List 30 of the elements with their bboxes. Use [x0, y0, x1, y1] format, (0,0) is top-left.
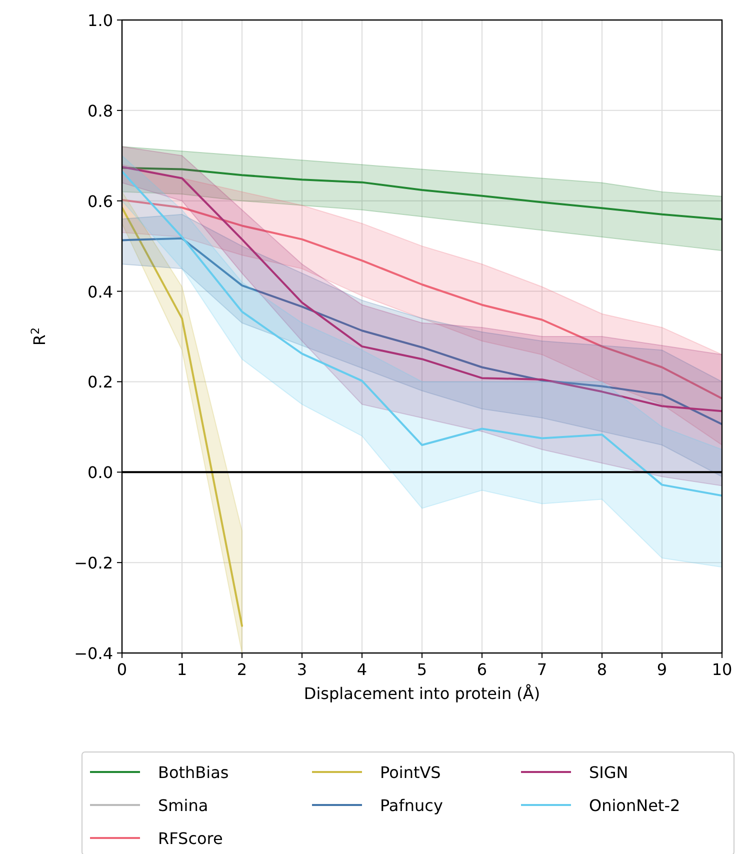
line-series [122, 237, 722, 426]
x-tick-label: 6 [476, 660, 488, 679]
x-tick-label: 10 [712, 660, 732, 679]
legend-label: PointVS [380, 763, 441, 782]
x-tick-label: 4 [356, 660, 368, 679]
y-tick-label: −0.2 [74, 554, 113, 573]
legend-label: BothBias [158, 763, 229, 782]
x-tick-label: 8 [596, 660, 608, 679]
line-series [122, 166, 722, 220]
y-tick-label: 0.8 [88, 101, 113, 120]
x-tick-label: 1 [176, 660, 188, 679]
y-tick-label: 0.0 [88, 463, 113, 482]
legend-label: RFScore [158, 829, 223, 848]
legend-label: Smina [158, 796, 208, 815]
x-tick-label: 0 [116, 660, 128, 679]
x-tick-label: 3 [296, 660, 308, 679]
x-tick-label: 9 [656, 660, 668, 679]
x-axis-title: Displacement into protein (Å) [304, 684, 540, 703]
x-tick-label: 7 [536, 660, 548, 679]
y-tick-label: 0.4 [88, 282, 113, 302]
legend-label: OnionNet-2 [589, 796, 680, 815]
y-tick-label: 0.6 [88, 192, 113, 211]
x-tick-label: 2 [236, 660, 248, 679]
y-tick-label: 0.2 [88, 372, 113, 392]
y-tick-label: 1.0 [88, 11, 113, 30]
legend-label: Pafnucy [380, 796, 443, 815]
legend-label: SIGN [589, 763, 628, 782]
line-series [122, 198, 722, 400]
x-tick-label: 5 [416, 660, 428, 679]
y-tick-label: −0.4 [74, 644, 113, 663]
